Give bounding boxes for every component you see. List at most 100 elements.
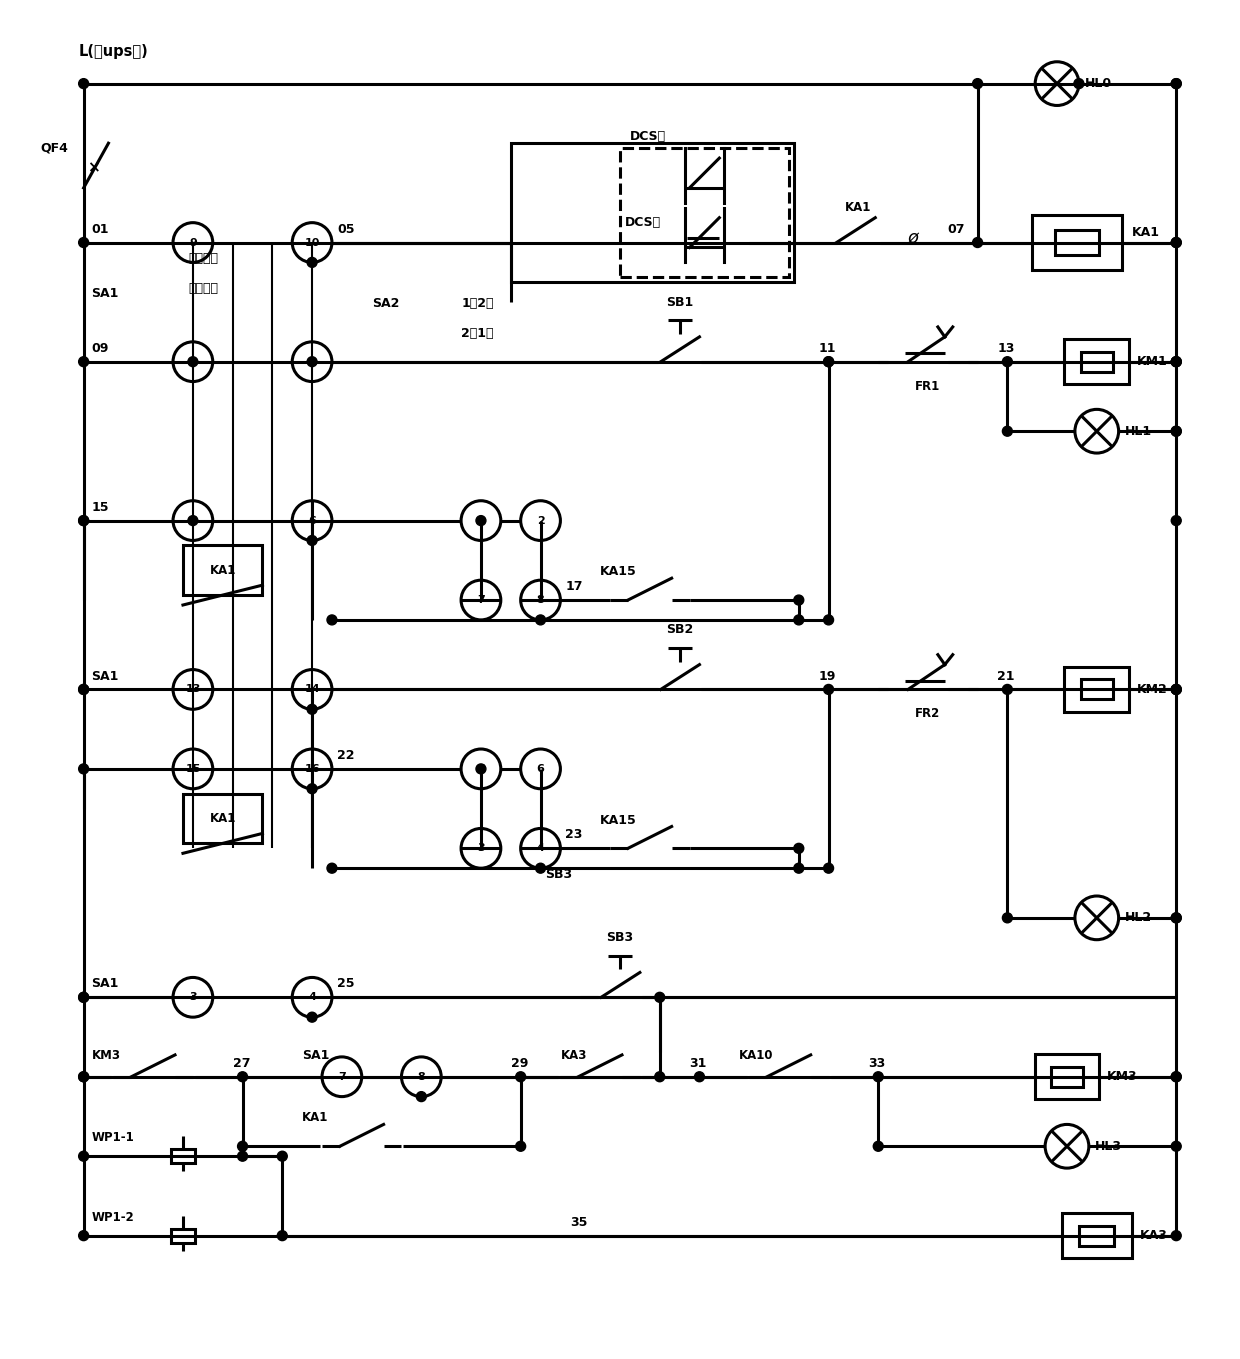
Text: 05: 05: [337, 223, 355, 235]
Circle shape: [1172, 427, 1182, 436]
Text: DCS启: DCS启: [630, 130, 666, 143]
Text: 停手现远: 停手现远: [188, 253, 218, 265]
Text: 3: 3: [188, 992, 197, 1003]
Circle shape: [972, 79, 982, 88]
Text: DCS停: DCS停: [625, 216, 661, 230]
Circle shape: [1172, 238, 1182, 247]
Text: KM3: KM3: [1107, 1071, 1138, 1083]
Text: 10: 10: [304, 238, 320, 247]
Text: 31: 31: [689, 1057, 707, 1070]
Bar: [1032, 215, 1122, 270]
Circle shape: [1172, 685, 1182, 694]
Circle shape: [308, 784, 317, 794]
Text: 13: 13: [185, 685, 201, 694]
Text: WP1-2: WP1-2: [92, 1211, 134, 1223]
Text: WP1-1: WP1-1: [92, 1131, 134, 1144]
Text: ×: ×: [87, 160, 100, 175]
Circle shape: [327, 614, 337, 625]
Circle shape: [188, 515, 198, 526]
Text: KM3: KM3: [92, 1049, 120, 1061]
Circle shape: [536, 614, 546, 625]
Bar: [1064, 667, 1130, 712]
Text: 19: 19: [818, 670, 836, 682]
Circle shape: [308, 704, 317, 715]
Bar: [1080, 680, 1114, 700]
Text: KM1: KM1: [1137, 355, 1168, 368]
Text: 1: 1: [477, 515, 485, 526]
Circle shape: [1172, 913, 1182, 923]
Circle shape: [1172, 427, 1182, 436]
Circle shape: [78, 238, 88, 247]
Circle shape: [1172, 356, 1182, 367]
Text: 22: 22: [337, 749, 355, 762]
Text: 5: 5: [477, 764, 485, 773]
Text: 33: 33: [868, 1057, 885, 1070]
Circle shape: [823, 356, 833, 367]
Circle shape: [78, 992, 88, 1003]
Text: KA1: KA1: [210, 564, 236, 576]
Text: FR2: FR2: [915, 707, 941, 720]
Text: SA2: SA2: [372, 298, 399, 310]
Circle shape: [1172, 913, 1182, 923]
Text: 8: 8: [418, 1072, 425, 1082]
Text: KA15: KA15: [600, 814, 637, 826]
Circle shape: [794, 863, 804, 874]
Bar: [1064, 340, 1130, 385]
Text: KA1: KA1: [210, 813, 236, 825]
Text: HL2: HL2: [1125, 912, 1152, 924]
Text: HL0: HL0: [1085, 77, 1112, 90]
Circle shape: [78, 685, 88, 694]
Text: 6: 6: [309, 515, 316, 526]
Circle shape: [78, 764, 88, 773]
Circle shape: [972, 238, 982, 247]
Text: FR1: FR1: [915, 379, 941, 393]
Circle shape: [1172, 1072, 1182, 1082]
Text: 29: 29: [511, 1057, 528, 1070]
Circle shape: [1172, 685, 1182, 694]
Bar: [1054, 230, 1099, 254]
Circle shape: [873, 1072, 883, 1082]
Text: 2: 2: [309, 356, 316, 367]
Text: 5: 5: [188, 515, 197, 526]
Circle shape: [308, 535, 317, 545]
Text: 4: 4: [309, 992, 316, 1003]
Circle shape: [536, 863, 546, 874]
Circle shape: [1172, 79, 1182, 88]
Circle shape: [1172, 1231, 1182, 1241]
Circle shape: [78, 515, 88, 526]
Text: 止动场程: 止动场程: [188, 283, 218, 295]
Text: 16: 16: [304, 764, 320, 773]
Circle shape: [794, 595, 804, 605]
Circle shape: [78, 685, 88, 694]
Circle shape: [78, 1151, 88, 1161]
Text: HL1: HL1: [1125, 425, 1152, 438]
Text: KA10: KA10: [739, 1049, 774, 1061]
Circle shape: [476, 515, 486, 526]
Circle shape: [308, 257, 317, 268]
Bar: [1034, 1055, 1099, 1099]
Text: 11: 11: [818, 341, 836, 355]
Text: 4: 4: [537, 844, 544, 853]
Circle shape: [1172, 1142, 1182, 1151]
Text: SA1: SA1: [92, 977, 119, 991]
Text: KA3: KA3: [560, 1049, 587, 1061]
Text: 25: 25: [337, 977, 355, 991]
Text: 1: 1: [188, 356, 197, 367]
Bar: [1079, 1226, 1115, 1246]
Circle shape: [1002, 356, 1012, 367]
Circle shape: [78, 992, 88, 1003]
Circle shape: [694, 1072, 704, 1082]
Text: SA1: SA1: [303, 1049, 330, 1061]
Bar: [511, 143, 794, 283]
Circle shape: [238, 1072, 248, 1082]
Text: SB3: SB3: [546, 868, 573, 881]
Circle shape: [823, 614, 833, 625]
Circle shape: [1002, 685, 1012, 694]
Text: 6: 6: [537, 764, 544, 773]
Circle shape: [823, 356, 833, 367]
Bar: [1080, 352, 1114, 372]
Circle shape: [78, 79, 88, 88]
Circle shape: [1172, 1072, 1182, 1082]
Bar: [184, 545, 263, 595]
Circle shape: [1172, 238, 1182, 247]
